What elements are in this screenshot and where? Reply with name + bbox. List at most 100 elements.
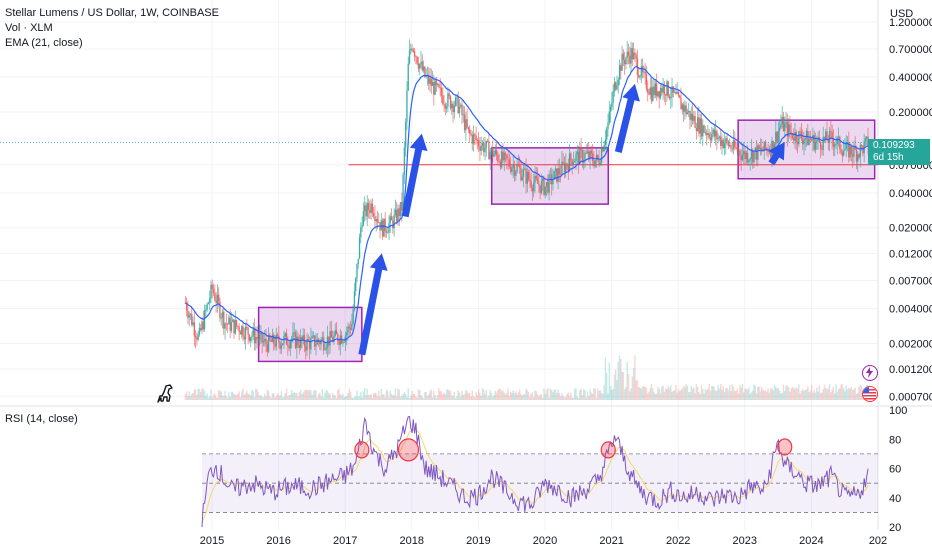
candle-body-375 bbox=[664, 94, 667, 96]
candle-body-36 bbox=[230, 321, 233, 331]
candle-body-475 bbox=[793, 138, 795, 141]
volume-bar-313 bbox=[585, 397, 587, 400]
ema-legend[interactable]: EMA (21, close) bbox=[5, 37, 83, 49]
candle-body-496 bbox=[819, 141, 822, 149]
candle-body-176 bbox=[410, 48, 412, 51]
candle-body-499 bbox=[823, 136, 826, 139]
candle-body-463 bbox=[777, 130, 780, 143]
volume-bar-497 bbox=[821, 392, 823, 400]
volume-legend[interactable]: Vol · XLM bbox=[5, 22, 53, 34]
volume-bar-89 bbox=[298, 392, 301, 400]
candle-body-90 bbox=[299, 336, 302, 348]
lightning-icon[interactable] bbox=[862, 365, 878, 381]
candle-body-415 bbox=[716, 130, 718, 140]
volume-bar-351 bbox=[634, 355, 636, 400]
candle-body-205 bbox=[447, 93, 449, 107]
candle-body-203 bbox=[444, 104, 447, 109]
volume-bar-120 bbox=[338, 388, 340, 400]
candle-body-45 bbox=[242, 326, 244, 337]
volume-bar-342 bbox=[622, 372, 625, 400]
volume-bar-194 bbox=[433, 390, 435, 400]
volume-bar-475 bbox=[793, 387, 795, 400]
candle-body-457 bbox=[769, 151, 772, 157]
candle-body-173 bbox=[406, 90, 408, 122]
volume-bar-452 bbox=[763, 391, 765, 400]
candle-body-336 bbox=[614, 82, 617, 90]
candle-body-418 bbox=[720, 136, 722, 146]
candle-body-270 bbox=[530, 181, 532, 188]
candle-body-393 bbox=[688, 110, 690, 113]
candle-body-117 bbox=[334, 330, 336, 336]
candle-body-24 bbox=[215, 300, 217, 304]
volume-bar-244 bbox=[497, 390, 499, 400]
candle-body-168 bbox=[399, 202, 402, 216]
candle-body-526 bbox=[858, 154, 860, 158]
volume-bar-332 bbox=[609, 386, 612, 400]
rsi-legend[interactable]: RSI (14, close) bbox=[5, 413, 78, 425]
candle-body-116 bbox=[333, 335, 335, 342]
candle-body-200 bbox=[440, 87, 443, 96]
candle-body-461 bbox=[775, 131, 777, 145]
volume-bar-97 bbox=[308, 390, 311, 400]
price-axis[interactable]: 1.2000000.7000000.4000000.2000000.070000… bbox=[889, 17, 932, 534]
volume-bar-6 bbox=[192, 392, 194, 400]
volume-bar-47 bbox=[244, 392, 247, 400]
candle-body-141 bbox=[365, 205, 367, 217]
chart-title: Stellar Lumens / US Dollar, 1W, COINBASE bbox=[5, 7, 219, 19]
volume-bar-76 bbox=[281, 397, 284, 400]
volume-bar-503 bbox=[828, 384, 831, 400]
volume-bar-450 bbox=[761, 386, 763, 400]
volume-bar-249 bbox=[503, 392, 505, 400]
candle-body-262 bbox=[520, 167, 522, 181]
candle-body-241 bbox=[493, 153, 495, 157]
volume-bar-51 bbox=[249, 395, 252, 400]
year-tick-7: 2022 bbox=[666, 535, 690, 547]
candle-body-376 bbox=[666, 81, 668, 96]
volume-bar-369 bbox=[657, 386, 659, 400]
candle-body-266 bbox=[525, 168, 527, 184]
volume-bar-329 bbox=[606, 373, 608, 400]
volume-bar-92 bbox=[302, 392, 304, 400]
candle-body-379 bbox=[670, 97, 672, 99]
candle-body-307 bbox=[577, 151, 580, 164]
candle-body-308 bbox=[579, 148, 581, 164]
candle-body-214 bbox=[458, 106, 461, 114]
volume-bar-215 bbox=[460, 396, 462, 400]
volume-bar-233 bbox=[483, 389, 485, 400]
candle-body-184 bbox=[420, 61, 422, 65]
volume-bar-336 bbox=[614, 369, 617, 400]
time-axis[interactable]: 2015 2016 2017 2018 2019 2020 2021 2022 2023 2024… bbox=[200, 535, 887, 547]
volume-bar-398 bbox=[694, 392, 696, 400]
candle-body-131 bbox=[352, 309, 354, 324]
candle-body-5 bbox=[191, 313, 193, 325]
candle-body-156 bbox=[384, 218, 386, 232]
price-tick-0: 1.200000 bbox=[889, 17, 932, 29]
candle-body-3 bbox=[188, 314, 190, 318]
candle-body-460 bbox=[773, 144, 776, 151]
volume-bar-517 bbox=[846, 389, 849, 400]
candle-body-373 bbox=[662, 85, 664, 93]
candle-body-464 bbox=[778, 127, 781, 131]
volume-bar-217 bbox=[462, 394, 464, 400]
candle-body-70 bbox=[274, 343, 276, 347]
volume-bar-361 bbox=[647, 393, 649, 400]
us-flag-icon[interactable] bbox=[862, 386, 878, 402]
volume-bar-108 bbox=[322, 397, 325, 400]
volume-bar-334 bbox=[612, 389, 614, 400]
year-tick-2: 2017 bbox=[333, 535, 357, 547]
volume-bar-315 bbox=[588, 396, 590, 400]
volume-bar-192 bbox=[430, 389, 432, 400]
candle-body-164 bbox=[394, 209, 397, 216]
volume-bar-46 bbox=[243, 394, 245, 400]
volume-bar-100 bbox=[312, 390, 315, 400]
bar-countdown: 6d 15h bbox=[873, 152, 904, 163]
candle-body-143 bbox=[367, 203, 370, 210]
volume-bar-127 bbox=[347, 392, 349, 400]
currency-label[interactable]: USD bbox=[890, 8, 914, 20]
volume-bar-382 bbox=[673, 389, 676, 400]
candle-body-298 bbox=[566, 163, 568, 166]
candle-body-63 bbox=[265, 338, 267, 345]
volume-bar-49 bbox=[247, 393, 249, 400]
candle-body-74 bbox=[279, 342, 281, 349]
candle-body-159 bbox=[388, 223, 390, 233]
